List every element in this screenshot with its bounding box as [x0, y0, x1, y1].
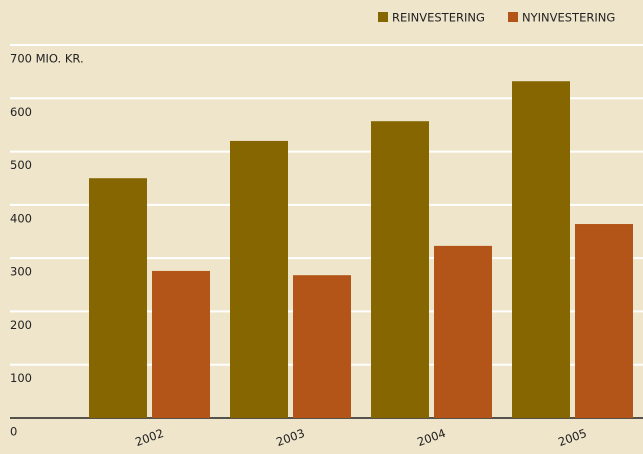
- legend-swatch: [508, 12, 518, 22]
- bar: [371, 121, 429, 418]
- bar: [230, 140, 288, 418]
- y-tick-label: 700 MIO. KR.: [10, 52, 84, 66]
- bar: [512, 81, 570, 418]
- x-tick-label: 2004: [415, 426, 447, 449]
- legend-label: NYINVESTERING: [522, 11, 615, 25]
- y-tick-label: 300: [10, 265, 32, 279]
- legend-label: REINVESTERING: [392, 11, 485, 25]
- y-tick-label: 200: [10, 318, 32, 332]
- y-tick-label: 400: [10, 211, 32, 225]
- y-tick-label: 0: [10, 425, 17, 439]
- x-tick-label: 2005: [556, 426, 588, 449]
- bar: [434, 245, 492, 418]
- bar: [89, 178, 147, 418]
- y-tick-label: 600: [10, 105, 32, 119]
- x-tick-label: 2003: [274, 426, 306, 449]
- bar: [293, 275, 351, 418]
- legend-swatch: [378, 12, 388, 22]
- x-tick-label: 2002: [133, 426, 165, 449]
- bar: [575, 224, 633, 418]
- y-tick-label: 500: [10, 158, 32, 172]
- y-tick-label: 100: [10, 371, 32, 385]
- bar: [152, 270, 210, 418]
